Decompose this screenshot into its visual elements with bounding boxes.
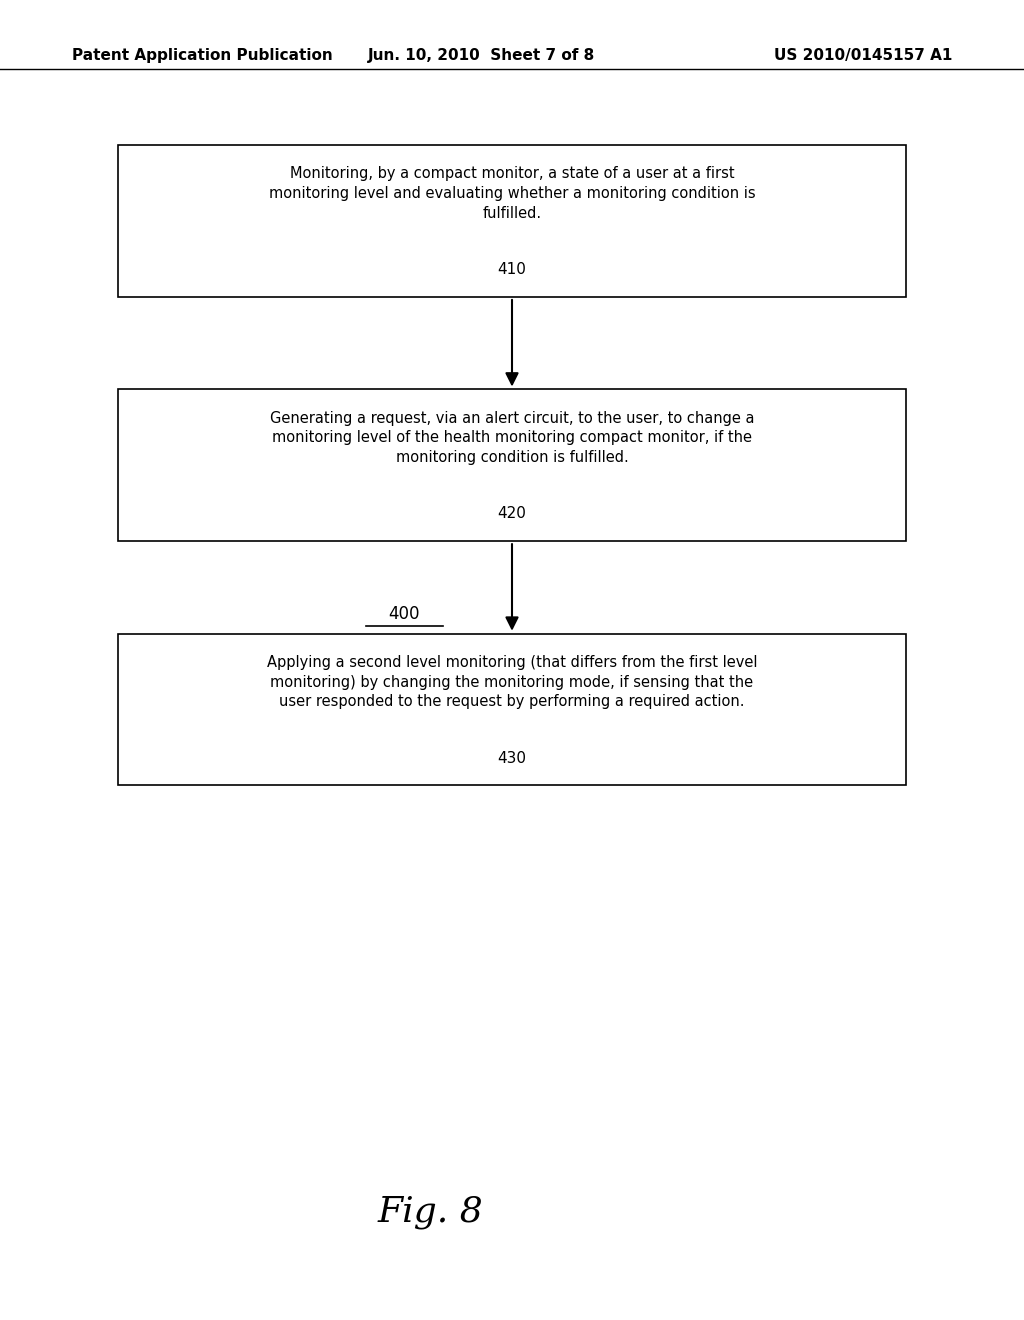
Text: Generating a request, via an alert circuit, to the user, to change a
monitoring : Generating a request, via an alert circu…: [269, 411, 755, 465]
Text: Applying a second level monitoring (that differs from the first level
monitoring: Applying a second level monitoring (that…: [266, 655, 758, 709]
Text: Patent Application Publication: Patent Application Publication: [72, 48, 333, 63]
Text: Monitoring, by a compact monitor, a state of a user at a first
monitoring level : Monitoring, by a compact monitor, a stat…: [268, 166, 756, 220]
FancyBboxPatch shape: [118, 389, 906, 541]
Text: Fig. 8: Fig. 8: [377, 1195, 483, 1229]
FancyBboxPatch shape: [118, 634, 906, 785]
Text: 400: 400: [389, 605, 420, 623]
FancyBboxPatch shape: [118, 145, 906, 297]
Text: 430: 430: [498, 751, 526, 766]
Text: 420: 420: [498, 507, 526, 521]
Text: 410: 410: [498, 263, 526, 277]
Text: US 2010/0145157 A1: US 2010/0145157 A1: [774, 48, 952, 63]
Text: Jun. 10, 2010  Sheet 7 of 8: Jun. 10, 2010 Sheet 7 of 8: [368, 48, 595, 63]
